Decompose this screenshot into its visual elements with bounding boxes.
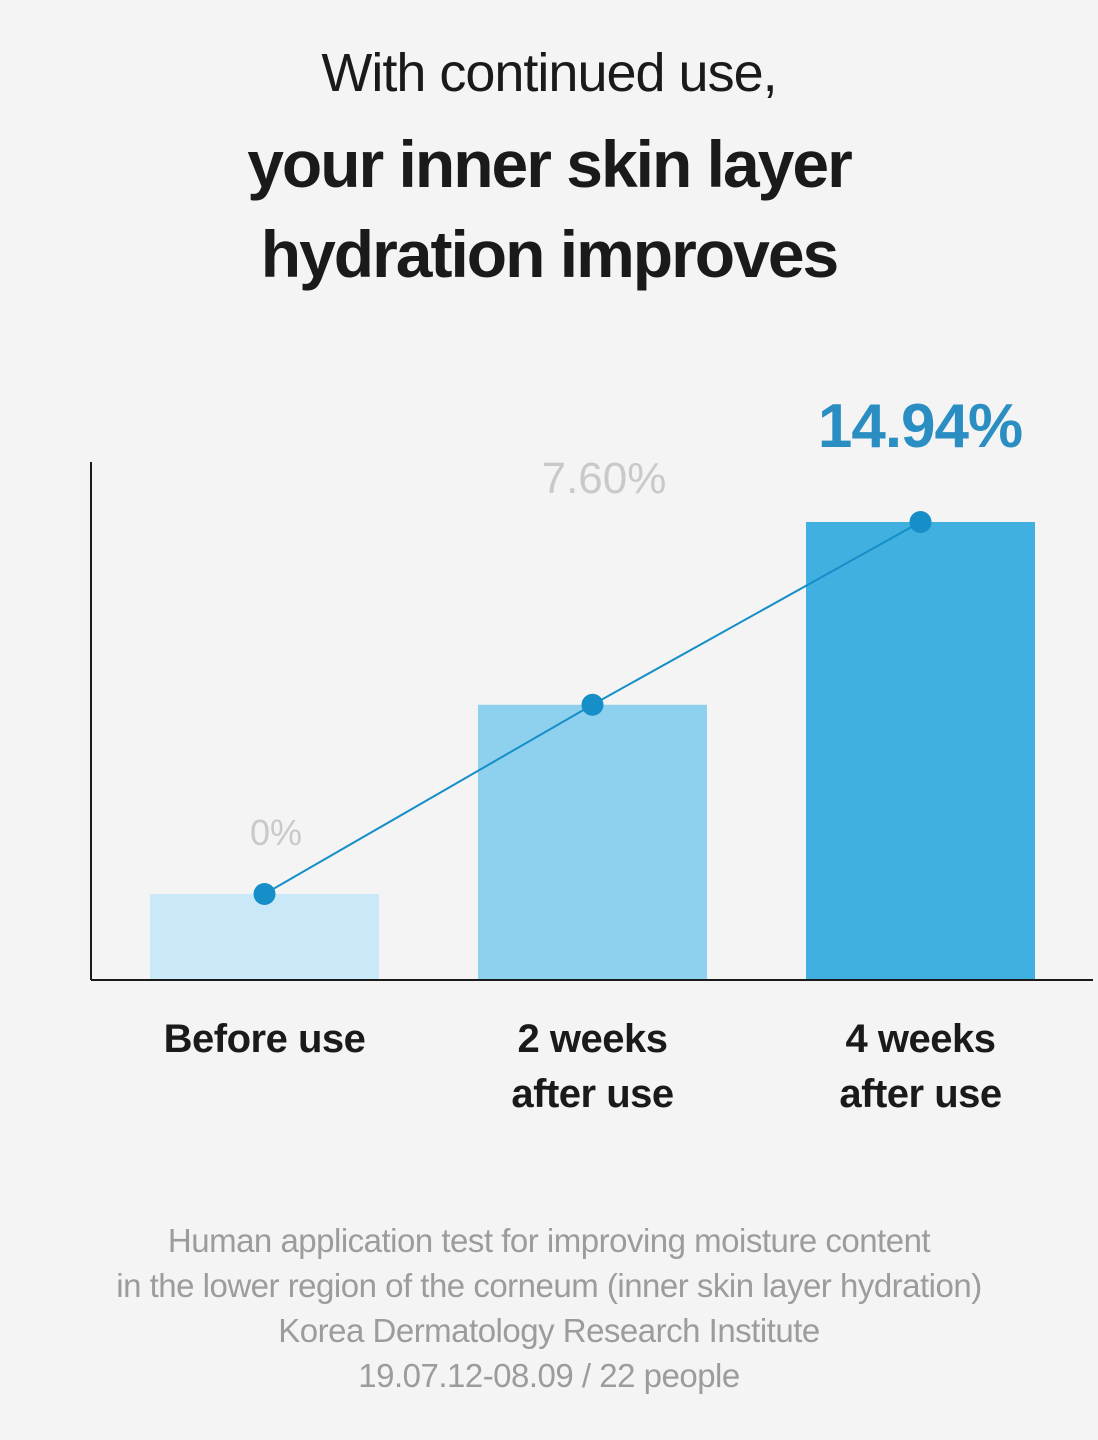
footnote: Human application test for improving moi… bbox=[0, 1218, 1098, 1398]
headline-line-3: hydration improves bbox=[260, 217, 839, 291]
category-label-2-line-1: 2 weeks bbox=[518, 1017, 668, 1061]
value-label-2: 7.60% bbox=[542, 454, 667, 503]
footnote-line-1: Human application test for improving moi… bbox=[167, 1222, 931, 1259]
data-point-3 bbox=[909, 511, 932, 533]
data-point-2 bbox=[581, 693, 604, 716]
data-point-1 bbox=[253, 883, 276, 905]
value-label-1: 0% bbox=[250, 812, 302, 853]
category-label-2-line-2: after use bbox=[511, 1072, 673, 1116]
footnote-line-3: Korea Dermatology Research Institute bbox=[278, 1312, 820, 1349]
category-label-3-line-2: after use bbox=[839, 1072, 1001, 1116]
bar-1 bbox=[150, 894, 379, 979]
hydration-chart: 0% 7.60% 14.94% Before use 2 weeks after use 4… bbox=[90, 392, 1093, 1116]
headline-line-2: your inner skin layer bbox=[247, 127, 853, 201]
bar-3 bbox=[806, 522, 1035, 979]
headline-line-1: With continued use, bbox=[321, 43, 777, 103]
bar-2 bbox=[478, 704, 707, 979]
category-label-3-line-1: 4 weeks bbox=[846, 1017, 996, 1061]
value-label-3: 14.94% bbox=[818, 392, 1022, 461]
footnote-line-2: in the lower region of the corneum (inne… bbox=[116, 1267, 982, 1304]
category-label-1-line-1: Before use bbox=[164, 1017, 366, 1061]
footnote-line-4: 19.07.12-08.09 / 22 people bbox=[358, 1357, 740, 1394]
